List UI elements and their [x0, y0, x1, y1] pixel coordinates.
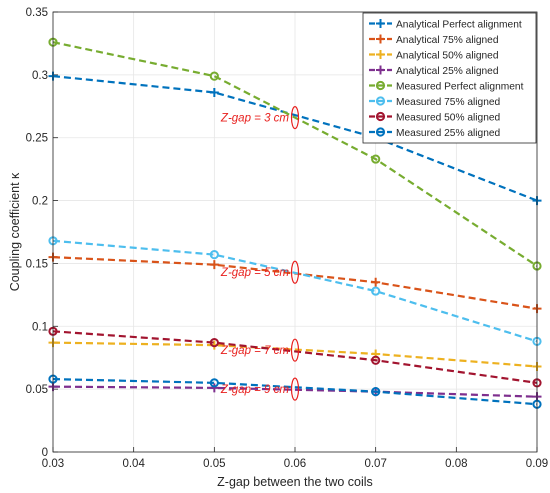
legend-marker	[376, 34, 385, 44]
data-point	[209, 260, 219, 270]
data-point	[209, 338, 219, 348]
annotation-label: Z-gap = 9 cm	[220, 384, 289, 396]
x-tick-label: 0.09	[526, 458, 548, 470]
annotation-label: Z-gap = 7 cm	[220, 345, 289, 357]
annotation-ellipse	[290, 105, 300, 130]
y-axis-label: Coupling coefficient κ	[8, 172, 22, 291]
series-line	[52, 385, 538, 398]
legend-entry: Measured 50% aligned	[369, 111, 501, 124]
legend-entry: Analytical 25% aligned	[369, 65, 499, 77]
legend-label: Analytical 50% aligned	[396, 51, 499, 62]
annotation-ellipse	[290, 338, 300, 362]
series-group	[48, 37, 542, 409]
legend-marker	[376, 65, 385, 75]
data-point	[209, 71, 219, 81]
x-axis-ticks: 0.03 0.04 0.05 0.06 0.07 0.08 0.09	[42, 447, 548, 470]
y-axis-ticks: 0 0.05 0.1 0.15 0.2 0.25 0.3 0.35	[26, 7, 58, 459]
legend-marker	[375, 127, 386, 137]
legend-entry: Analytical 75% aligned	[369, 34, 499, 46]
legend-marker	[376, 19, 385, 28]
y-tick-label: 0.2	[32, 196, 48, 208]
data-point	[371, 277, 381, 287]
legend-marker	[376, 50, 385, 59]
x-tick-label: 0.06	[284, 458, 306, 470]
legend-marker	[375, 111, 386, 122]
x-tick-label: 0.07	[364, 458, 386, 470]
legend-entry: Measured 25% aligned	[369, 127, 501, 139]
data-point	[209, 383, 219, 393]
series-line	[52, 377, 538, 406]
legend-entry: Analytical Perfect alignment	[369, 19, 522, 31]
legend-entry: Analytical 50% aligned	[369, 50, 499, 62]
x-axis-label: Z-gap between the two coils	[217, 475, 373, 489]
y-tick-label: 0.35	[26, 7, 48, 19]
annotation-label: Z-gap = 5 cm	[220, 267, 289, 279]
data-point	[209, 250, 219, 260]
annotation-label: Z-gap = 3 cm	[220, 113, 289, 125]
x-tick-label: 0.04	[122, 458, 145, 470]
series-line	[52, 239, 538, 343]
legend-marker	[375, 96, 386, 106]
y-tick-label: 0.05	[26, 384, 48, 396]
data-point	[209, 87, 219, 97]
legend-label: Analytical Perfect alignment	[396, 20, 522, 31]
y-tick-label: 0.25	[26, 133, 48, 145]
legend-entry: Measured 75% aligned	[369, 96, 501, 108]
x-tick-label: 0.08	[445, 458, 467, 470]
legend-label: Measured 75% aligned	[396, 97, 501, 108]
x-tick-label: 0.03	[42, 458, 64, 470]
legend-label: Analytical 25% aligned	[396, 66, 499, 77]
series-line	[52, 41, 538, 267]
legend-label: Analytical 75% aligned	[396, 35, 499, 46]
data-point	[209, 378, 219, 388]
series-line	[52, 330, 538, 384]
annotation-ellipse	[290, 260, 300, 284]
x-tick-label: 0.05	[203, 458, 225, 470]
legend-label: Measured 25% aligned	[396, 128, 501, 139]
data-point	[371, 355, 381, 365]
data-point	[371, 387, 381, 397]
y-tick-label: 0.1	[32, 321, 48, 333]
series-6	[48, 236, 542, 346]
legend-label: Measured Perfect alignment	[396, 82, 524, 93]
data-point	[371, 154, 381, 164]
data-point	[371, 286, 381, 296]
legend-marker	[375, 80, 386, 91]
legend: Analytical Perfect alignment Analytical 7…	[362, 12, 537, 144]
series-line	[52, 75, 538, 202]
annotation-ellipse	[290, 377, 300, 401]
legend-box	[362, 12, 537, 144]
annotations: Z-gap = 3 cm Z-gap = 5 cm Z-gap = 7 cm Z-ga…	[220, 105, 300, 401]
series-line	[52, 341, 538, 368]
y-tick-label: 0.3	[32, 70, 48, 82]
plot-frame	[52, 11, 538, 453]
legend-entry: Measured Perfect alignment	[369, 80, 524, 93]
y-tick-label: 0	[42, 447, 48, 459]
legend-label: Measured 50% aligned	[396, 113, 501, 124]
y-tick-label: 0.15	[26, 258, 48, 270]
